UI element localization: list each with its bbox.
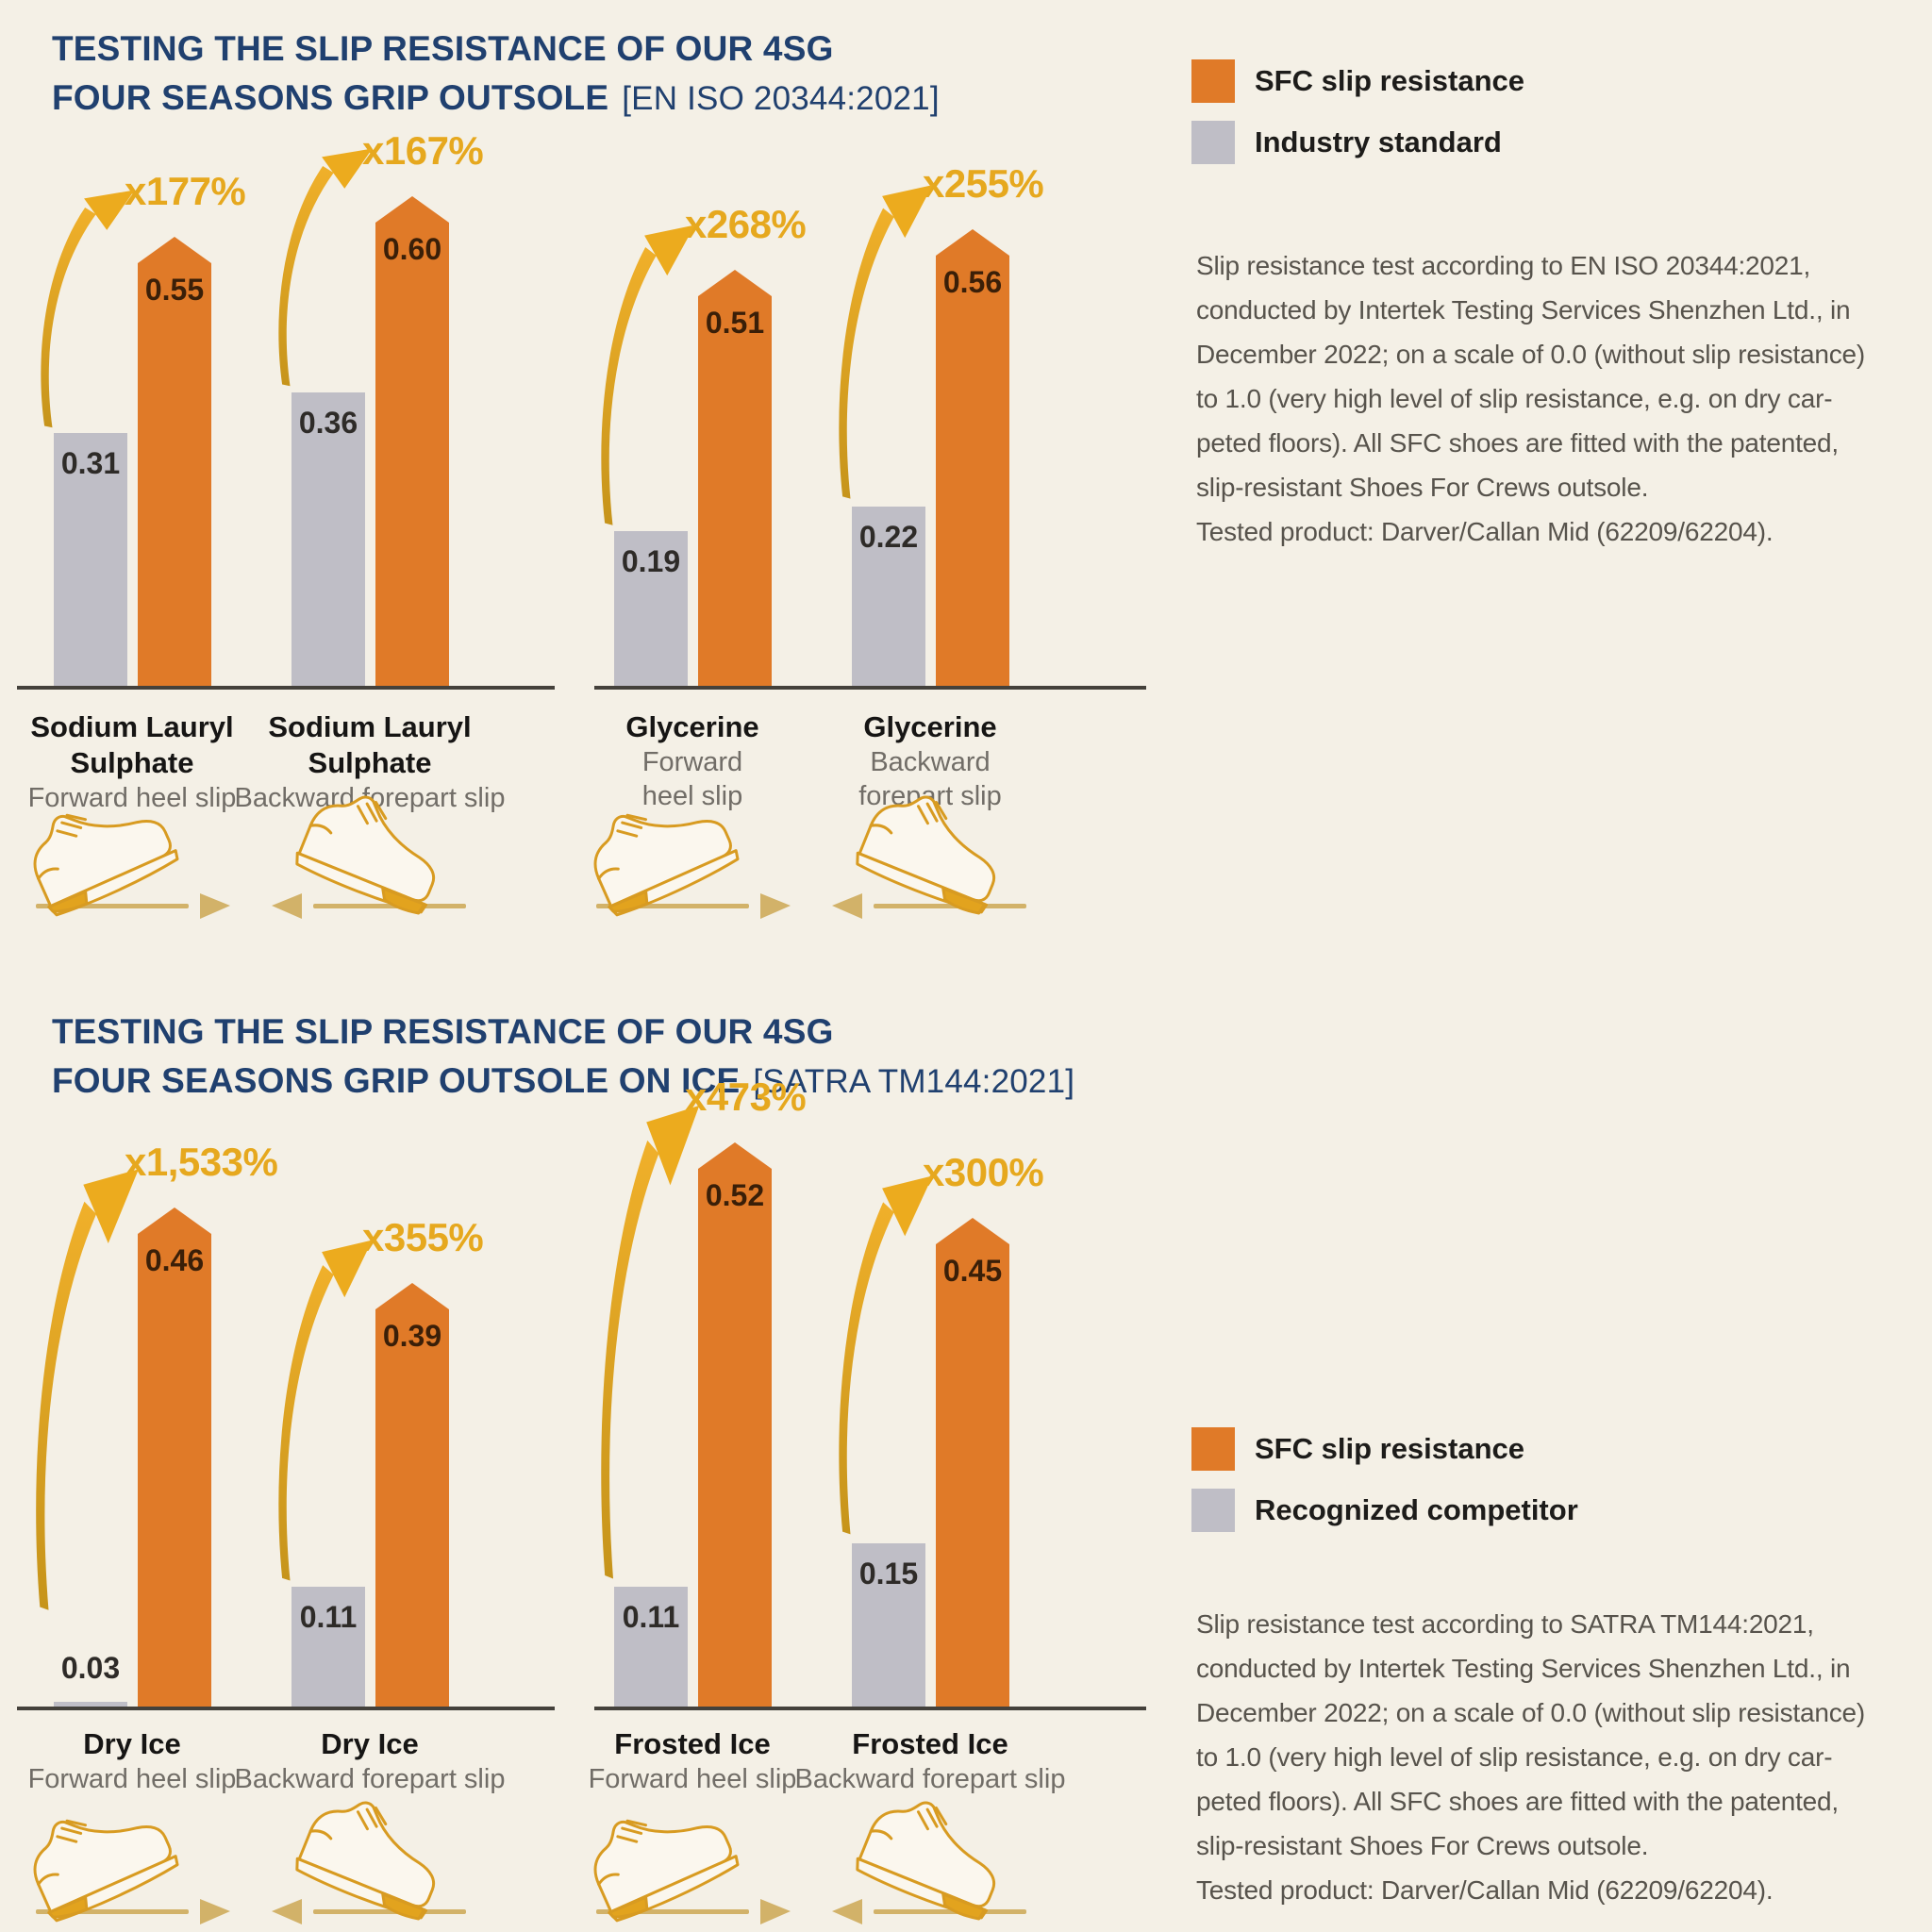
sfc-bar: 0.55: [138, 237, 211, 686]
shoe-backward-slip-icon: [830, 1785, 1028, 1926]
x-axis: [594, 1707, 1146, 1710]
gain-badge: x473%: [685, 1074, 807, 1119]
bar-value: 0.11: [299, 1600, 358, 1634]
bar-value: 0.22: [858, 520, 919, 554]
baseline-bar: 0.19: [614, 531, 688, 686]
legend1-sfc-label: SFC slip resistance: [1255, 64, 1525, 97]
bar-value: 0.39: [382, 1319, 442, 1353]
baseline-bar: [54, 1702, 127, 1707]
shoe-backward-slip-icon: [270, 1785, 468, 1926]
baseline-bar: 0.31: [54, 433, 127, 686]
bar-value: 0.45: [942, 1254, 1003, 1288]
x-axis: [17, 686, 555, 690]
baseline-bar: 0.11: [291, 1587, 365, 1707]
category-label: Dry Ice Backward forepart slip: [234, 1727, 506, 1794]
bar-value: 0.55: [144, 273, 205, 307]
sfc-bar: 0.51: [698, 270, 772, 686]
gain-badge: x177%: [125, 169, 246, 213]
shoe-forward-slip-icon: [575, 777, 792, 921]
bar-value: 0.36: [298, 406, 358, 440]
baseline-bar: 0.15: [852, 1543, 925, 1707]
section1-test-note: Slip resistance test according to EN ISO…: [1196, 251, 1865, 546]
bar-value: 0.19: [621, 544, 681, 578]
section2-title-line2: FOUR SEASONS GRIP OUTSOLE ON ICE [SATRA T…: [52, 1061, 1075, 1100]
sfc-bar: 0.60: [375, 196, 449, 686]
shoe-forward-slip-icon: [15, 1783, 232, 1926]
section2-title: TESTING THE SLIP RESISTANCE OF OUR 4SG F…: [52, 1008, 1074, 1107]
gain-badge: x268%: [685, 202, 807, 246]
legend2-sfc-swatch: [1191, 1427, 1235, 1471]
category-label: Frosted Ice Forward heel slip: [588, 1727, 797, 1794]
sfc-bar: 0.39: [375, 1283, 449, 1707]
growth-arrow-icon: [278, 148, 373, 387]
legend2-baseline-swatch: [1191, 1489, 1235, 1532]
shoe-forward-slip-icon: [575, 1783, 792, 1926]
legend1-baseline-label: Industry standard: [1255, 125, 1502, 158]
x-axis: [594, 686, 1146, 690]
bar-value: 0.52: [705, 1178, 765, 1212]
sfc-bar: 0.52: [698, 1142, 772, 1707]
legend2-sfc-label: SFC slip resistance: [1255, 1432, 1525, 1465]
gain-badge: x355%: [362, 1215, 484, 1259]
gain-badge: x167%: [362, 128, 484, 173]
legend1-baseline-swatch: [1191, 121, 1235, 164]
bar-value: 0.60: [382, 232, 442, 266]
growth-arrow-icon: [36, 1169, 139, 1610]
growth-arrow-icon: [41, 190, 135, 428]
growth-arrow-icon: [601, 225, 695, 525]
growth-arrow-icon: [839, 185, 933, 499]
section1-title-line1: TESTING THE SLIP RESISTANCE OF OUR 4SG: [52, 29, 834, 68]
growth-arrow-icon: [839, 1175, 933, 1535]
section1-title-line2: FOUR SEASONS GRIP OUTSOLE [EN ISO 20344:2…: [52, 78, 940, 117]
sfc-bar: 0.56: [936, 229, 1009, 686]
bar-value: 0.56: [942, 265, 1003, 299]
gain-badge: x1,533%: [125, 1140, 278, 1184]
sfc-bar: 0.45: [936, 1218, 1009, 1707]
bar-value: 0.11: [622, 1600, 680, 1634]
section1-standard: [EN ISO 20344:2021]: [622, 80, 940, 117]
legend2-baseline-label: Recognized competitor: [1255, 1493, 1578, 1526]
legend1-sfc-swatch: [1191, 59, 1235, 103]
gain-badge: x300%: [923, 1150, 1044, 1194]
bar-value: 0.31: [60, 446, 121, 480]
shoe-forward-slip-icon: [15, 777, 232, 921]
gain-badge: x255%: [923, 161, 1044, 206]
x-axis: [17, 1707, 555, 1710]
section1-title: TESTING THE SLIP RESISTANCE OF OUR 4SG F…: [52, 25, 940, 124]
category-label: Frosted Ice Backward forepart slip: [794, 1727, 1066, 1794]
category-label: Glycerine Forward heel slip: [625, 710, 759, 811]
shoe-backward-slip-icon: [830, 779, 1028, 921]
bar-value: 0.51: [705, 306, 765, 340]
baseline-bar: 0.36: [291, 392, 365, 686]
section2-standard: [SATRA TM144:2021]: [753, 1063, 1075, 1100]
category-label: Sodium Lauryl Sulphate Forward heel slip: [27, 710, 237, 813]
growth-arrow-icon: [601, 1105, 700, 1579]
sfc-bar: 0.46: [138, 1208, 211, 1707]
bar-value: 0.15: [858, 1557, 919, 1591]
baseline-bar: 0.22: [852, 507, 925, 686]
bar-value: 0.03: [60, 1651, 121, 1685]
section2-test-note: Slip resistance test according to SATRA …: [1196, 1609, 1865, 1905]
growth-arrow-icon: [278, 1240, 373, 1581]
category-label: Dry Ice Forward heel slip: [27, 1727, 237, 1794]
shoe-backward-slip-icon: [270, 779, 468, 921]
section2-title-line1: TESTING THE SLIP RESISTANCE OF OUR 4SG: [52, 1012, 834, 1051]
bar-value: 0.46: [144, 1243, 205, 1277]
baseline-bar: 0.11: [614, 1587, 688, 1707]
